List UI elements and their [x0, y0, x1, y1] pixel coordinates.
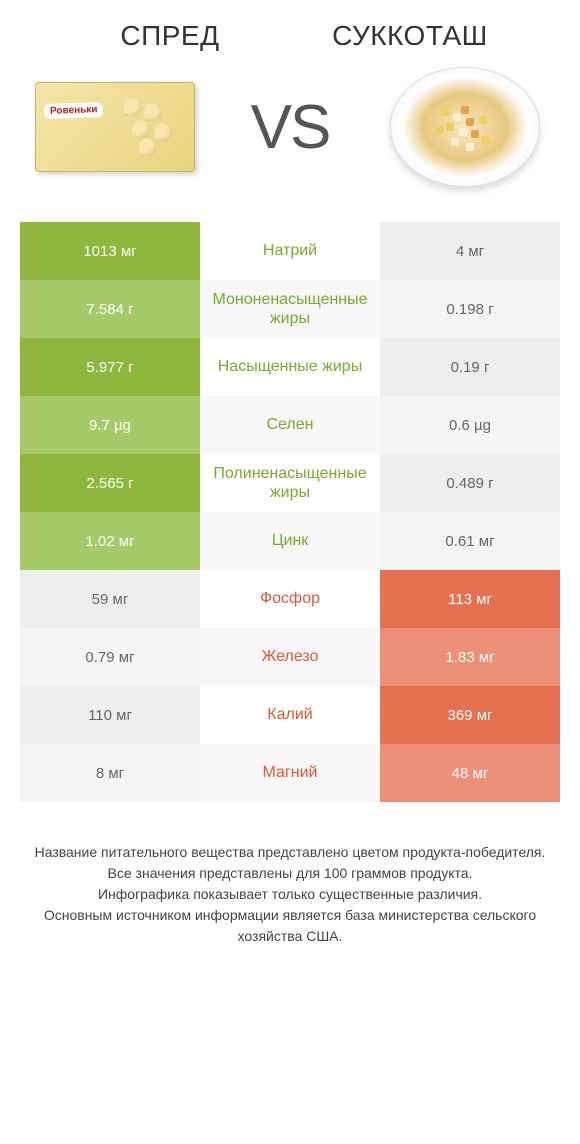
table-row: 1013 мгНатрий4 мг — [20, 222, 560, 280]
table-row: 110 мгКалий369 мг — [20, 686, 560, 744]
vs-label: VS — [251, 92, 330, 163]
table-row: 5.977 гНасыщенные жиры0.19 г — [20, 338, 560, 396]
cell-right-value: 4 мг — [380, 222, 560, 280]
cell-nutrient-name: Калий — [200, 686, 380, 744]
comparison-table: 1013 мгНатрий4 мг7.584 гМононенасыщенные… — [20, 222, 560, 802]
cell-left-value: 8 мг — [20, 744, 200, 802]
infographic-container: СПРЕД СУККОТАШ Ровеньки VS — [0, 0, 580, 977]
cell-right-value: 1.83 мг — [380, 628, 560, 686]
cell-nutrient-name: Железо — [200, 628, 380, 686]
cell-right-value: 369 мг — [380, 686, 560, 744]
cell-left-value: 9.7 µg — [20, 396, 200, 454]
cell-left-value: 5.977 г — [20, 338, 200, 396]
food-image-left: Ровеньки — [30, 62, 200, 192]
cell-nutrient-name: Магний — [200, 744, 380, 802]
cell-right-value: 0.489 г — [380, 454, 560, 512]
table-row: 2.565 гПолиненасыщенные жиры0.489 г — [20, 454, 560, 512]
table-row: 1.02 мгЦинк0.61 мг — [20, 512, 560, 570]
title-left: СПРЕД — [50, 20, 290, 52]
succotash-plate-graphic — [390, 67, 540, 187]
cell-nutrient-name: Цинк — [200, 512, 380, 570]
cell-nutrient-name: Мононенасыщенные жиры — [200, 280, 380, 338]
cell-right-value: 0.61 мг — [380, 512, 560, 570]
table-row: 0.79 мгЖелезо1.83 мг — [20, 628, 560, 686]
spread-box-graphic: Ровеньки — [35, 82, 195, 172]
cell-left-value: 0.79 мг — [20, 628, 200, 686]
table-row: 8 мгМагний48 мг — [20, 744, 560, 802]
cell-left-value: 1.02 мг — [20, 512, 200, 570]
cell-right-value: 48 мг — [380, 744, 560, 802]
image-row: Ровеньки VS — [20, 62, 560, 192]
title-right: СУККОТАШ — [290, 20, 530, 52]
cell-right-value: 0.198 г — [380, 280, 560, 338]
header: СПРЕД СУККОТАШ — [20, 20, 560, 52]
table-row: 9.7 µgСелен0.6 µg — [20, 396, 560, 454]
cell-right-value: 113 мг — [380, 570, 560, 628]
cell-left-value: 110 мг — [20, 686, 200, 744]
table-row: 7.584 гМононенасыщенные жиры0.198 г — [20, 280, 560, 338]
cell-nutrient-name: Натрий — [200, 222, 380, 280]
cell-nutrient-name: Селен — [200, 396, 380, 454]
spread-brand-label: Ровеньки — [44, 102, 104, 119]
butter-curls — [124, 98, 184, 158]
footer-notes: Название питательного вещества представл… — [20, 832, 560, 957]
footer-line: Инфографика показывает только существенн… — [25, 884, 555, 905]
cell-nutrient-name: Насыщенные жиры — [200, 338, 380, 396]
footer-line: Название питательного вещества представл… — [25, 842, 555, 863]
food-image-right — [380, 62, 550, 192]
table-row: 59 мгФосфор113 мг — [20, 570, 560, 628]
cell-left-value: 7.584 г — [20, 280, 200, 338]
cell-nutrient-name: Полиненасыщенные жиры — [200, 454, 380, 512]
cell-left-value: 1013 мг — [20, 222, 200, 280]
cell-right-value: 0.6 µg — [380, 396, 560, 454]
cell-nutrient-name: Фосфор — [200, 570, 380, 628]
footer-line: Основным источником информации является … — [25, 905, 555, 947]
footer-line: Все значения представлены для 100 граммо… — [25, 863, 555, 884]
cell-left-value: 59 мг — [20, 570, 200, 628]
cell-left-value: 2.565 г — [20, 454, 200, 512]
cell-right-value: 0.19 г — [380, 338, 560, 396]
